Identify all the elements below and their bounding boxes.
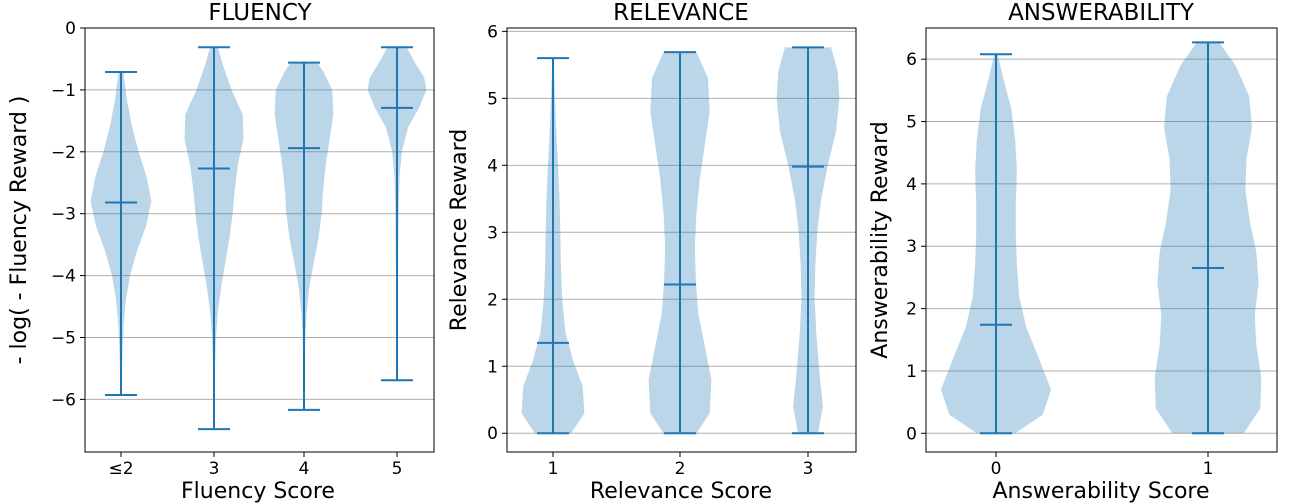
axes-frame (84, 27, 435, 453)
violin-3 (776, 46, 840, 435)
chart-title: FLUENCY (208, 0, 312, 26)
y-tick-label: 5 (906, 113, 917, 133)
y-tick-label: 4 (487, 156, 498, 176)
y-tick-label: −1 (51, 81, 76, 101)
y-tick-label: 0 (487, 424, 498, 444)
violin-0 (941, 53, 1051, 435)
violin-≤2 (90, 70, 152, 397)
answerability-panel: ANSWERABILITY Answerability Score Answer… (868, 0, 1278, 504)
x-tick-label: 0 (991, 459, 1002, 479)
x-tick-label: 4 (299, 459, 310, 479)
x-tick-label: 2 (675, 459, 686, 479)
chart-title: RELEVANCE (613, 0, 749, 26)
axes-frame (506, 27, 857, 453)
y-tick-label: −6 (51, 390, 76, 410)
y-tick-label: 3 (487, 223, 498, 243)
x-axis-label: Answerability Score (992, 479, 1209, 504)
y-tick-label: 0 (65, 19, 76, 39)
gridlines (85, 27, 434, 400)
x-axis-label: Fluency Score (181, 479, 335, 504)
y-tick-label: −5 (51, 328, 76, 348)
y-tick-label: 1 (906, 362, 917, 382)
y-axis-label: Answerability Reward (868, 121, 893, 358)
y-tick-label: 5 (487, 89, 498, 109)
y-tick-label: −3 (51, 205, 76, 225)
y-tick-label: 4 (906, 175, 917, 195)
y-tick-label: 3 (906, 237, 917, 257)
y-tick-label: 2 (487, 290, 498, 310)
x-tick-label: 1 (1203, 459, 1214, 479)
chart-title: ANSWERABILITY (1008, 0, 1195, 26)
x-tick-label: 1 (548, 459, 559, 479)
axes-frame (925, 27, 1278, 453)
x-tick-label: 3 (803, 459, 814, 479)
fluency-panel: FLUENCY Fluency Score - log( - Fluency R… (7, 0, 435, 504)
violin-4 (274, 61, 334, 411)
violin-1 (1154, 41, 1262, 435)
violin-2 (648, 51, 712, 435)
y-tick-label: −4 (51, 267, 76, 287)
relevance-panel: RELEVANCE Relevance Score Relevance Rewa… (447, 0, 857, 504)
y-tick-label: 0 (906, 424, 917, 444)
y-axis-label: Relevance Reward (447, 129, 472, 331)
x-tick-label: ≤2 (108, 459, 133, 479)
x-axis-label: Relevance Score (590, 479, 772, 504)
y-tick-label: 2 (906, 300, 917, 320)
x-tick-label: 5 (392, 459, 403, 479)
y-tick-label: −2 (51, 143, 76, 163)
y-tick-label: 6 (487, 22, 498, 42)
violin-3 (184, 46, 244, 431)
violin-1 (521, 57, 585, 435)
violin-5 (367, 46, 427, 382)
y-axis-label: - log( - Fluency Reward ) (7, 96, 32, 365)
y-tick-label: 1 (487, 357, 498, 377)
y-tick-label: 6 (906, 50, 917, 70)
x-tick-label: 3 (209, 459, 220, 479)
